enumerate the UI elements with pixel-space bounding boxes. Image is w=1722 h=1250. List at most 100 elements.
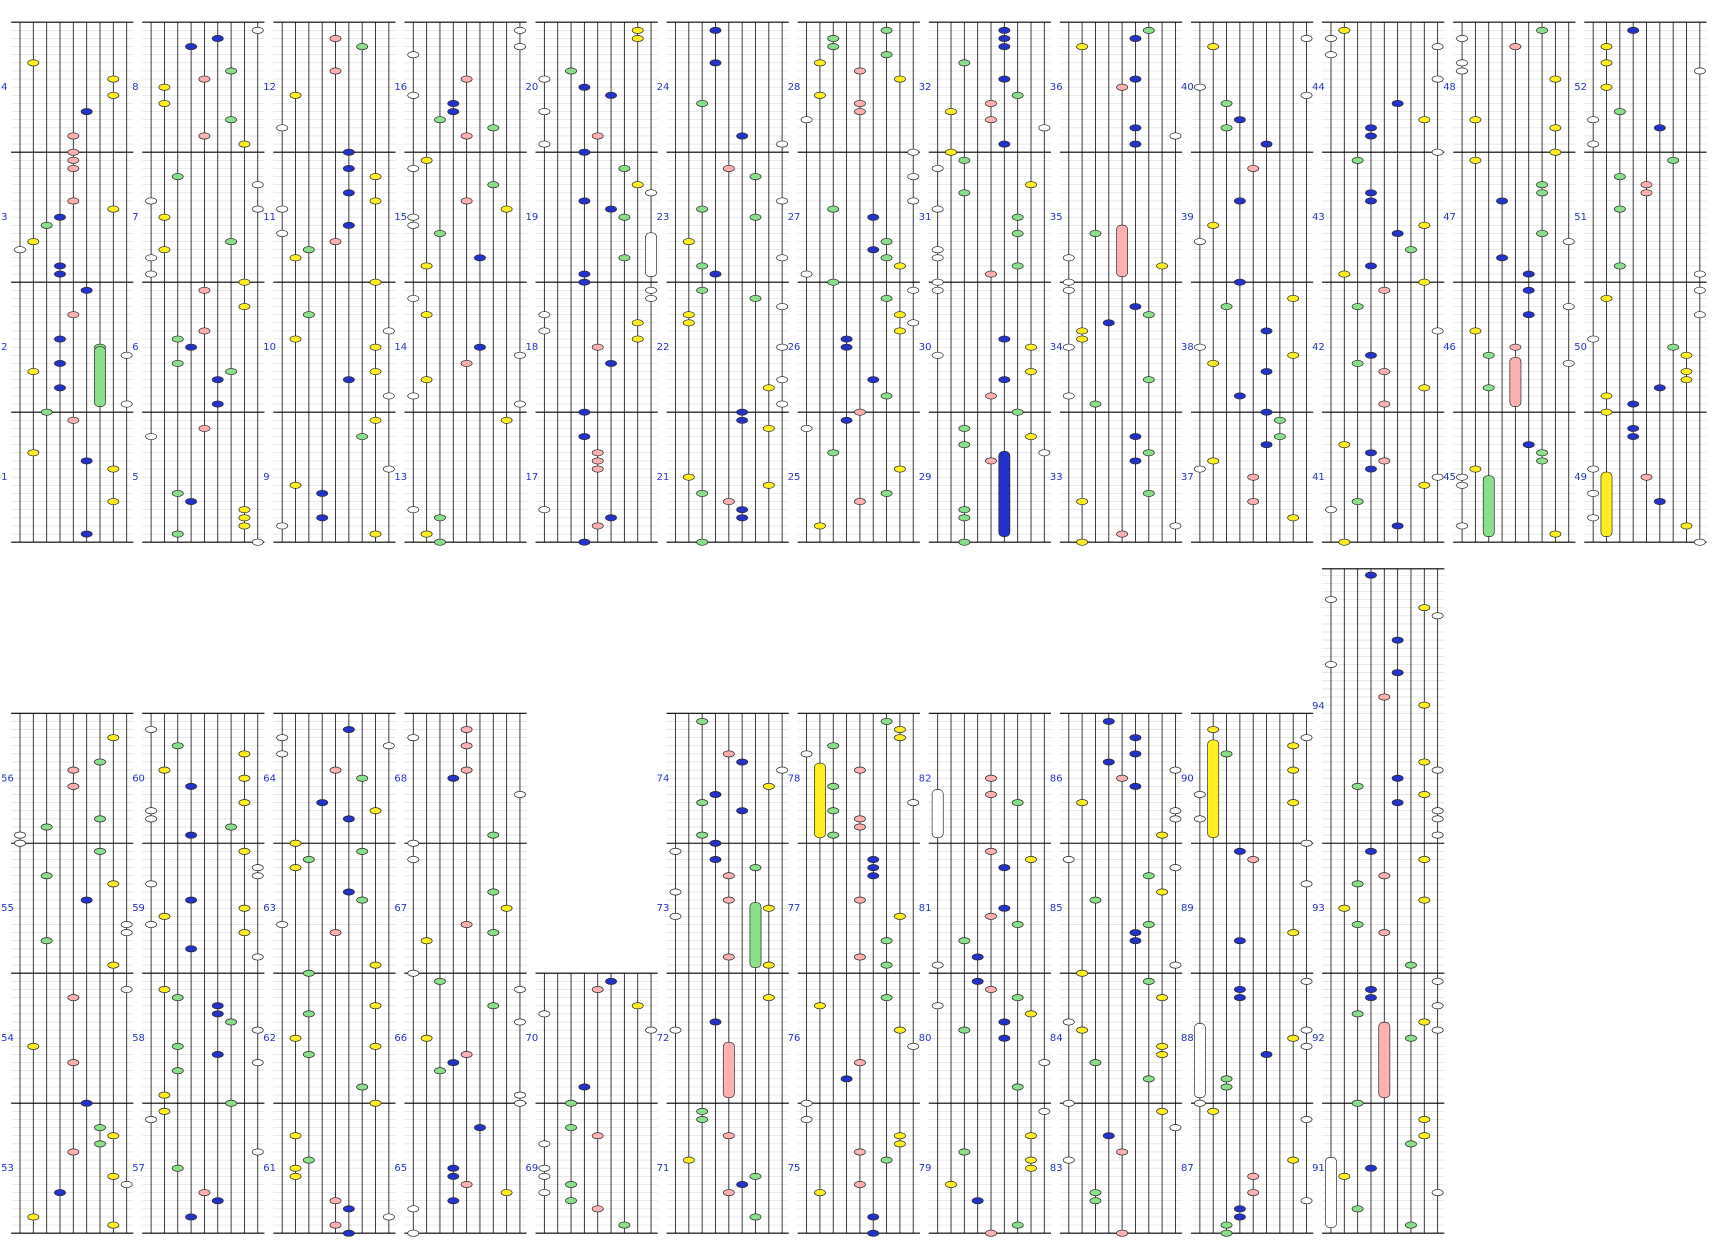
note (342, 148, 355, 156)
note (1680, 368, 1693, 376)
note (591, 343, 604, 351)
note (776, 254, 789, 262)
column: 83 84 85 86 (1050, 712, 1183, 1237)
note (1680, 351, 1693, 359)
note (958, 1026, 971, 1034)
note (749, 1213, 762, 1221)
note (1102, 1132, 1115, 1140)
measure-number: 50 (1574, 342, 1587, 353)
note (1287, 929, 1300, 937)
note (1496, 254, 1508, 262)
note (1418, 116, 1431, 124)
note (1169, 522, 1182, 530)
note (1351, 1205, 1364, 1213)
note (1351, 359, 1364, 367)
note (94, 1124, 106, 1132)
note (171, 742, 184, 750)
note (631, 35, 644, 42)
note (894, 1132, 906, 1140)
note (1102, 758, 1115, 766)
note (1062, 1018, 1075, 1026)
note (840, 343, 853, 351)
measure-number: 53 (1, 1163, 14, 1174)
long-note (1207, 739, 1220, 839)
note (814, 59, 826, 67)
measure-number: 76 (788, 1033, 801, 1044)
note (67, 197, 80, 205)
note (145, 1116, 157, 1123)
note (854, 67, 866, 75)
note (958, 506, 971, 514)
note (80, 286, 93, 294)
measure-number: 63 (263, 903, 276, 914)
note (1076, 335, 1089, 343)
note (1325, 596, 1337, 603)
note (251, 1148, 264, 1156)
note (500, 416, 513, 424)
note (1431, 43, 1444, 51)
note (1365, 847, 1377, 855)
note (867, 376, 880, 384)
note (487, 929, 500, 937)
measure-number: 33 (1050, 472, 1063, 483)
note (1062, 343, 1075, 351)
note (1300, 839, 1313, 847)
measure-number: 28 (788, 82, 801, 93)
note (474, 1124, 486, 1132)
note (1418, 701, 1431, 709)
note (854, 823, 866, 831)
note (420, 530, 433, 538)
note (80, 108, 93, 116)
note (645, 1026, 657, 1034)
note (958, 1148, 971, 1156)
long-note (1378, 1021, 1391, 1099)
note (1600, 43, 1613, 51)
note (251, 953, 264, 961)
note (54, 270, 66, 278)
note (1102, 717, 1115, 725)
note (342, 189, 355, 197)
note (1076, 43, 1089, 51)
note (998, 376, 1011, 384)
note (107, 1172, 120, 1180)
note (1378, 872, 1391, 880)
note (894, 327, 906, 335)
note (827, 742, 840, 750)
note (1482, 384, 1495, 392)
note (120, 986, 133, 993)
note (814, 91, 826, 99)
note (1325, 51, 1337, 59)
note (1431, 473, 1444, 481)
note (407, 213, 420, 221)
note (1693, 311, 1706, 319)
note (1129, 140, 1142, 148)
note (211, 1010, 224, 1018)
note (238, 303, 251, 311)
note (854, 766, 866, 774)
note (749, 294, 762, 302)
measure-number: 47 (1443, 212, 1456, 223)
note (880, 937, 893, 945)
note (722, 750, 735, 758)
note (185, 945, 197, 953)
note (302, 969, 315, 977)
note (1156, 1042, 1168, 1050)
note (1129, 937, 1142, 945)
measure-number: 6 (132, 342, 138, 353)
measure-number: 16 (394, 82, 407, 93)
note (1391, 669, 1404, 677)
note (894, 75, 906, 83)
note (1102, 319, 1115, 327)
note (407, 969, 420, 977)
note (1011, 262, 1024, 270)
note (1207, 221, 1220, 229)
note (998, 864, 1011, 872)
note (985, 791, 997, 798)
note (14, 831, 26, 839)
note (407, 1205, 420, 1213)
note (356, 847, 369, 855)
note (1418, 1116, 1431, 1123)
note (185, 43, 197, 51)
measure-number: 87 (1181, 1163, 1194, 1174)
